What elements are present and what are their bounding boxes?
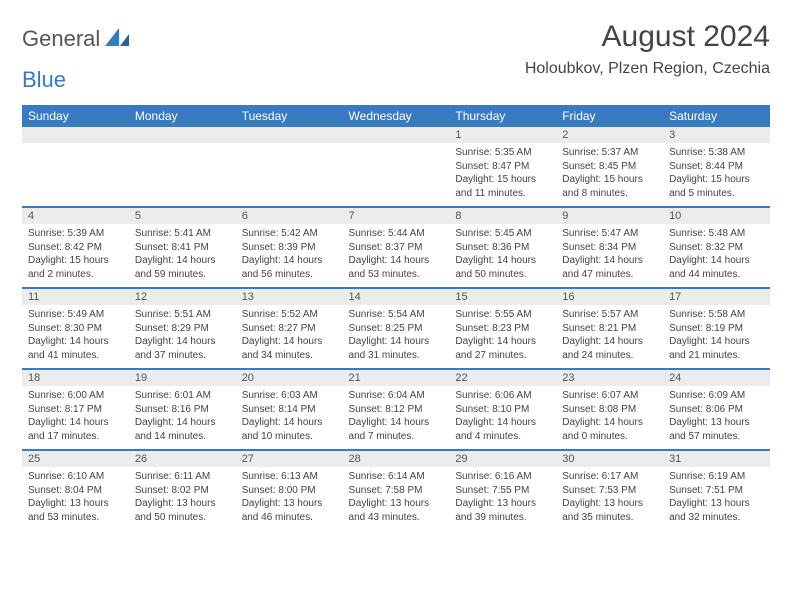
day-details: Sunrise: 6:11 AMSunset: 8:02 PMDaylight:… [129,467,236,530]
day-details: Sunrise: 6:03 AMSunset: 8:14 PMDaylight:… [236,386,343,449]
day-details: Sunrise: 6:07 AMSunset: 8:08 PMDaylight:… [556,386,663,449]
day-number: 23 [556,370,663,386]
day-header: Thursday [449,105,556,127]
day-details: Sunrise: 5:58 AMSunset: 8:19 PMDaylight:… [663,305,770,368]
day-details: Sunrise: 5:38 AMSunset: 8:44 PMDaylight:… [663,143,770,206]
day-header: Wednesday [343,105,450,127]
day-details [22,143,129,199]
day-number: 15 [449,289,556,305]
day-details: Sunrise: 5:37 AMSunset: 8:45 PMDaylight:… [556,143,663,206]
day-details: Sunrise: 5:42 AMSunset: 8:39 PMDaylight:… [236,224,343,287]
day-number: 9 [556,208,663,224]
empty-day [22,127,129,143]
day-details: Sunrise: 6:19 AMSunset: 7:51 PMDaylight:… [663,467,770,530]
day-number: 18 [22,370,129,386]
day-details: Sunrise: 6:13 AMSunset: 8:00 PMDaylight:… [236,467,343,530]
day-number: 20 [236,370,343,386]
day-details: Sunrise: 5:35 AMSunset: 8:47 PMDaylight:… [449,143,556,206]
day-number: 2 [556,127,663,143]
day-number: 30 [556,451,663,467]
logo: General Blue [22,20,129,91]
day-number-row: 123 [22,127,770,143]
month-title: August 2024 [525,20,770,54]
day-details: Sunrise: 6:06 AMSunset: 8:10 PMDaylight:… [449,386,556,449]
day-details: Sunrise: 6:16 AMSunset: 7:55 PMDaylight:… [449,467,556,530]
day-number: 10 [663,208,770,224]
day-details: Sunrise: 5:45 AMSunset: 8:36 PMDaylight:… [449,224,556,287]
day-number: 8 [449,208,556,224]
empty-day [129,127,236,143]
day-number: 31 [663,451,770,467]
title-block: August 2024 Holoubkov, Plzen Region, Cze… [525,20,770,78]
day-number: 26 [129,451,236,467]
day-number-row: 45678910 [22,208,770,224]
day-details: Sunrise: 5:55 AMSunset: 8:23 PMDaylight:… [449,305,556,368]
day-number: 28 [343,451,450,467]
day-number: 3 [663,127,770,143]
day-details: Sunrise: 6:00 AMSunset: 8:17 PMDaylight:… [22,386,129,449]
day-detail-row: Sunrise: 6:10 AMSunset: 8:04 PMDaylight:… [22,467,770,530]
day-details: Sunrise: 5:54 AMSunset: 8:25 PMDaylight:… [343,305,450,368]
day-header: Friday [556,105,663,127]
day-number: 25 [22,451,129,467]
day-header: Monday [129,105,236,127]
day-number-row: 18192021222324 [22,370,770,386]
day-header: Tuesday [236,105,343,127]
day-details: Sunrise: 6:09 AMSunset: 8:06 PMDaylight:… [663,386,770,449]
empty-day [236,127,343,143]
day-details: Sunrise: 5:51 AMSunset: 8:29 PMDaylight:… [129,305,236,368]
day-number: 22 [449,370,556,386]
day-header: Sunday [22,105,129,127]
day-details [129,143,236,199]
day-detail-row: Sunrise: 5:39 AMSunset: 8:42 PMDaylight:… [22,224,770,287]
day-number: 7 [343,208,450,224]
day-details: Sunrise: 5:52 AMSunset: 8:27 PMDaylight:… [236,305,343,368]
day-detail-row: Sunrise: 5:35 AMSunset: 8:47 PMDaylight:… [22,143,770,206]
day-number-row: 11121314151617 [22,289,770,305]
day-details: Sunrise: 6:14 AMSunset: 7:58 PMDaylight:… [343,467,450,530]
sail-icon [105,28,129,46]
day-header: Saturday [663,105,770,127]
day-header-row: SundayMondayTuesdayWednesdayThursdayFrid… [22,105,770,127]
day-number: 1 [449,127,556,143]
day-number-row: 25262728293031 [22,451,770,467]
day-details: Sunrise: 5:39 AMSunset: 8:42 PMDaylight:… [22,224,129,287]
day-number: 27 [236,451,343,467]
day-details: Sunrise: 6:01 AMSunset: 8:16 PMDaylight:… [129,386,236,449]
day-detail-row: Sunrise: 6:00 AMSunset: 8:17 PMDaylight:… [22,386,770,449]
day-number: 21 [343,370,450,386]
day-number: 4 [22,208,129,224]
day-number: 14 [343,289,450,305]
day-number: 11 [22,289,129,305]
day-number: 12 [129,289,236,305]
day-details: Sunrise: 5:41 AMSunset: 8:41 PMDaylight:… [129,224,236,287]
day-number: 29 [449,451,556,467]
day-number: 16 [556,289,663,305]
logo-text-general: General [22,26,100,51]
day-details: Sunrise: 5:44 AMSunset: 8:37 PMDaylight:… [343,224,450,287]
day-number: 19 [129,370,236,386]
logo-text-blue: Blue [22,69,129,91]
day-detail-row: Sunrise: 5:49 AMSunset: 8:30 PMDaylight:… [22,305,770,368]
day-number: 24 [663,370,770,386]
empty-day [343,127,450,143]
day-details: Sunrise: 5:48 AMSunset: 8:32 PMDaylight:… [663,224,770,287]
day-details: Sunrise: 6:17 AMSunset: 7:53 PMDaylight:… [556,467,663,530]
location: Holoubkov, Plzen Region, Czechia [525,60,770,78]
day-number: 17 [663,289,770,305]
day-details [236,143,343,199]
day-number: 6 [236,208,343,224]
calendar-table: SundayMondayTuesdayWednesdayThursdayFrid… [22,105,770,530]
day-details: Sunrise: 5:47 AMSunset: 8:34 PMDaylight:… [556,224,663,287]
day-details [343,143,450,199]
header: General Blue August 2024 Holoubkov, Plze… [22,20,770,91]
day-details: Sunrise: 6:04 AMSunset: 8:12 PMDaylight:… [343,386,450,449]
day-details: Sunrise: 5:57 AMSunset: 8:21 PMDaylight:… [556,305,663,368]
day-details: Sunrise: 6:10 AMSunset: 8:04 PMDaylight:… [22,467,129,530]
day-number: 5 [129,208,236,224]
day-details: Sunrise: 5:49 AMSunset: 8:30 PMDaylight:… [22,305,129,368]
day-number: 13 [236,289,343,305]
